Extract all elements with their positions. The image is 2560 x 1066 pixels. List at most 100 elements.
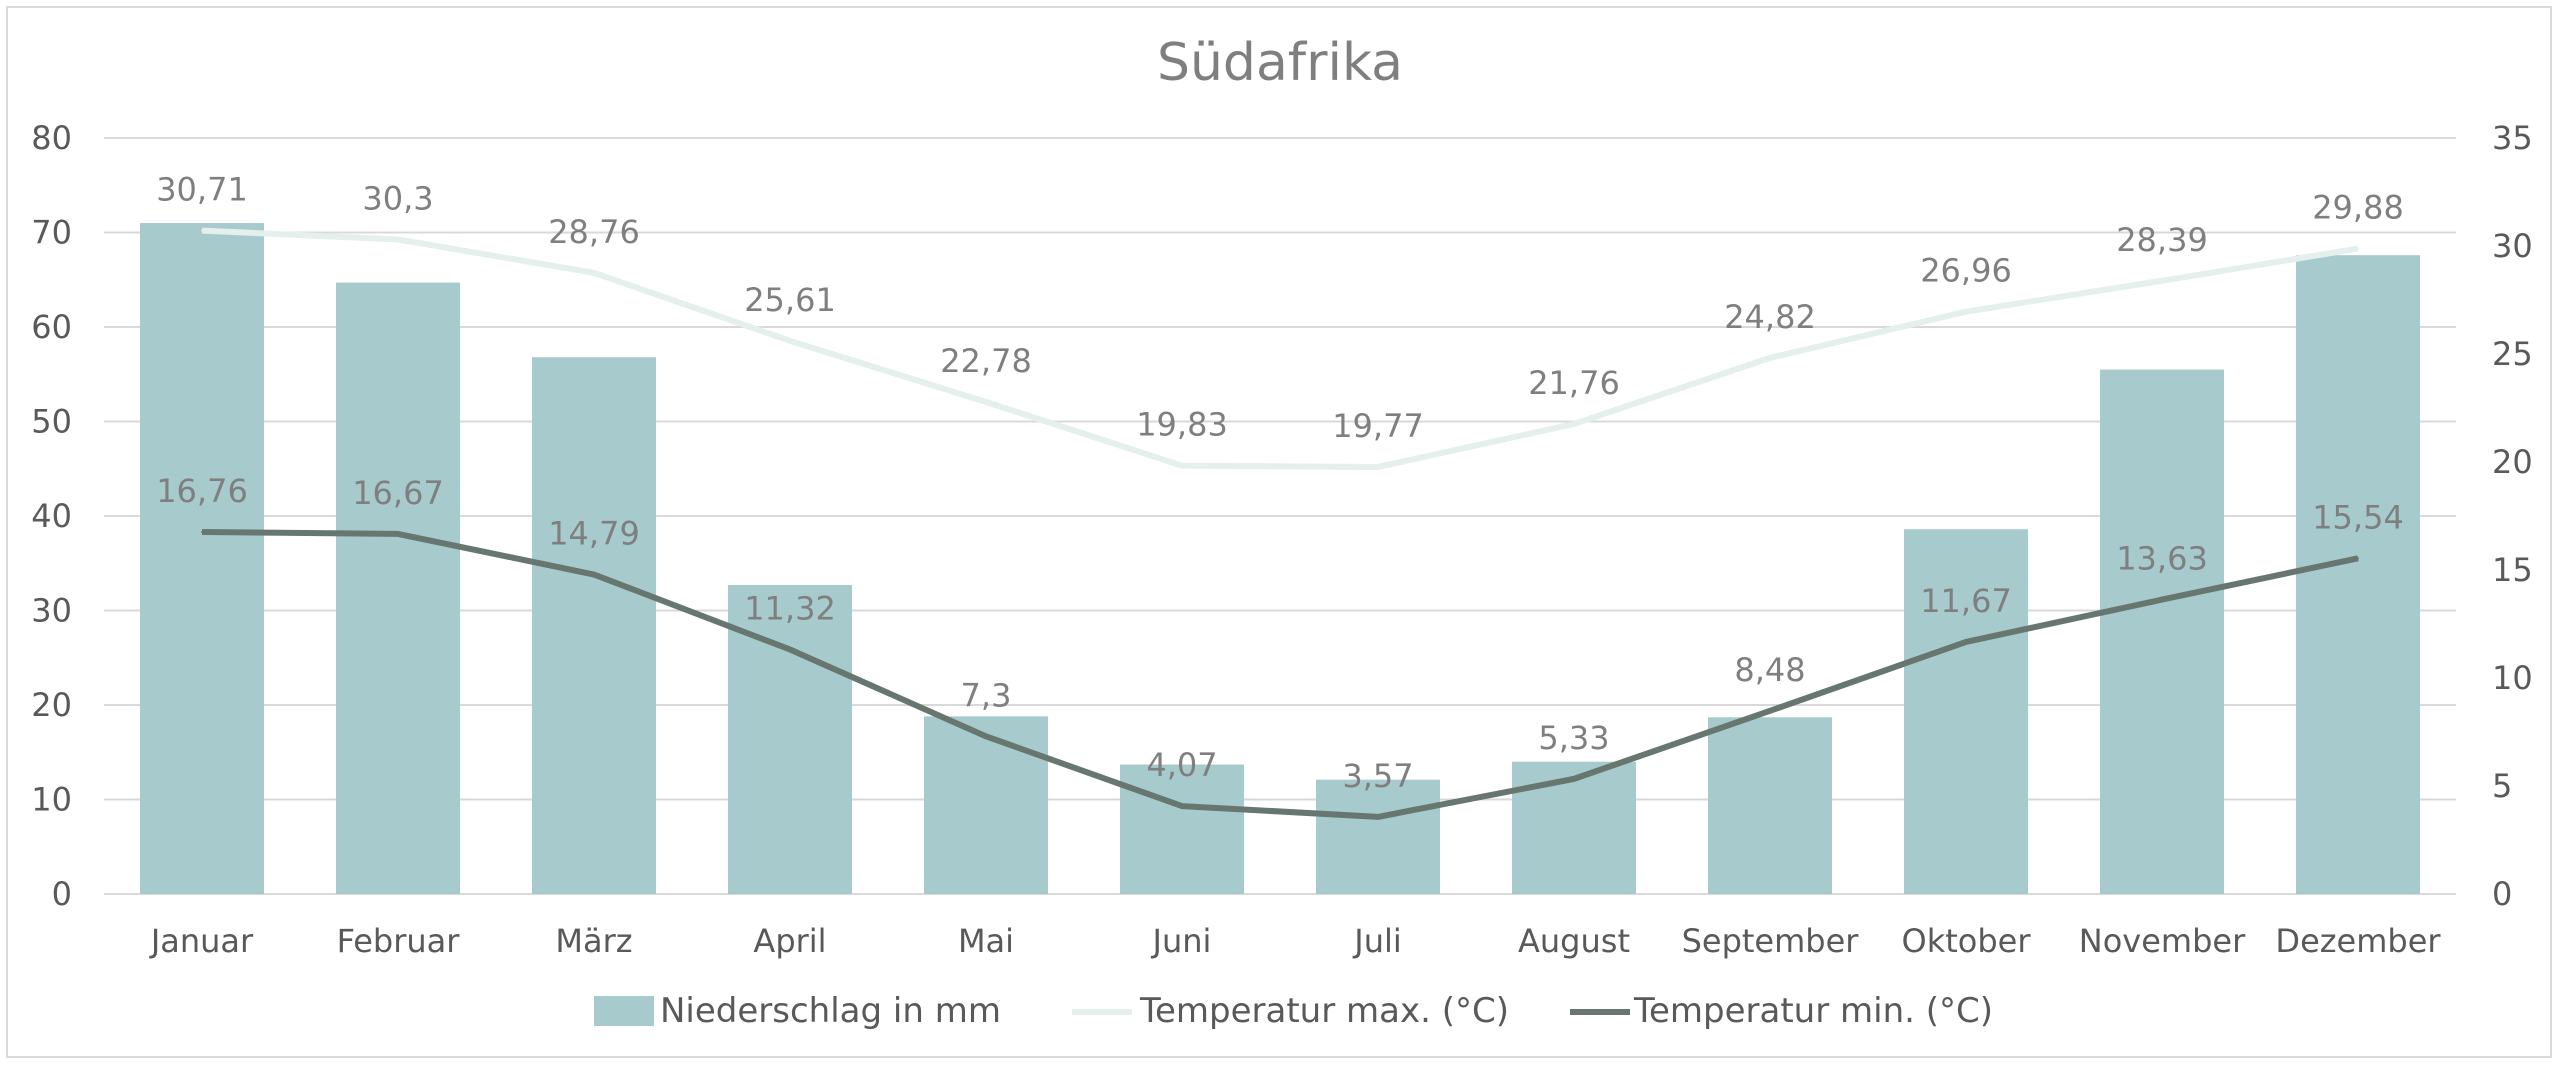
data-label: 28,76 [548, 213, 640, 251]
y-right-tick-label: 5 [2492, 767, 2512, 805]
axis-ticks: 0 10 20 30 40 50 60 70 80 0 5 10 15 20 25 30 35 Januar Feb… [31, 119, 2532, 960]
data-label: 14,79 [548, 515, 640, 553]
y-right-tick-label: 30 [2492, 227, 2533, 265]
y-left-tick-label: 70 [31, 214, 72, 252]
bar [1904, 529, 2028, 894]
data-label: 8,48 [1734, 651, 1805, 689]
data-label: 26,96 [1920, 252, 2012, 290]
x-tick-label: Oktober [1902, 922, 2032, 960]
temp-max-line [201, 227, 2359, 470]
legend-swatch-precipitation [594, 996, 654, 1026]
line-point [1965, 310, 1967, 313]
line-point [397, 238, 399, 241]
data-label: 3,57 [1342, 757, 1413, 795]
bar [1512, 761, 1636, 894]
y-left-tick-label: 50 [31, 403, 72, 441]
legend-label-temp-min: Temperatur min. (°C) [1633, 991, 1993, 1031]
data-label: 5,33 [1538, 719, 1609, 757]
bar [532, 357, 656, 894]
data-labels: 30,71 30,3 28,76 25,61 22,78 19,83 19,77 21,76 2… [156, 171, 2404, 795]
chart-title: Südafrika [1157, 33, 1403, 93]
data-label: 19,77 [1332, 407, 1424, 445]
line-point [2161, 279, 2163, 282]
line-point [201, 229, 203, 232]
line-point [789, 648, 791, 651]
line-point [593, 271, 595, 274]
data-label: 15,54 [2312, 498, 2404, 536]
line-point [1181, 464, 1183, 467]
temperature-lines [201, 227, 2359, 820]
line-point [985, 735, 987, 738]
x-tick-label: März [555, 922, 632, 960]
gridlines [104, 137, 2456, 895]
y-left-tick-label: 20 [31, 686, 72, 724]
data-label: 24,82 [1724, 298, 1816, 336]
data-label: 16,67 [352, 474, 444, 512]
bar [140, 223, 264, 895]
data-label: 30,71 [156, 171, 248, 209]
line-point [2357, 557, 2359, 560]
y-left-tick-label: 10 [31, 781, 72, 819]
y-right-tick-label: 25 [2492, 335, 2533, 373]
x-tick-label: Dezember [2275, 922, 2441, 960]
y-right-tick-label: 35 [2492, 119, 2533, 157]
data-label: 30,3 [362, 180, 433, 218]
temp-min-line [201, 528, 2359, 820]
data-label: 19,83 [1136, 406, 1228, 444]
line-point [2161, 598, 2163, 601]
data-label: 4,07 [1146, 746, 1217, 784]
line-point [1377, 815, 1379, 818]
data-label: 28,39 [2116, 221, 2208, 259]
data-label: 16,76 [156, 472, 248, 510]
line-point [1181, 805, 1183, 808]
line-point [789, 339, 791, 342]
bar [2296, 255, 2420, 894]
line-point [397, 532, 399, 535]
data-label: 11,67 [1920, 582, 2012, 620]
data-label: 7,3 [961, 676, 1012, 714]
data-label: 29,88 [2312, 189, 2404, 227]
precipitation-bars [140, 223, 2420, 895]
line-point [1573, 422, 1575, 425]
x-tick-label: November [2079, 922, 2246, 960]
y-right-tick-label: 0 [2492, 875, 2512, 913]
line-point [1377, 465, 1379, 468]
x-tick-label: Mai [958, 922, 1014, 960]
y-left-tick-label: 30 [31, 592, 72, 630]
data-label: 25,61 [744, 281, 836, 319]
data-label: 22,78 [940, 342, 1032, 380]
x-tick-label: September [1682, 922, 1860, 960]
bar [924, 716, 1048, 894]
line-point [1573, 777, 1575, 780]
bar [1316, 779, 1440, 894]
x-tick-label: Februar [337, 922, 461, 960]
x-tick-label: April [753, 922, 826, 960]
y-right-tick-label: 20 [2492, 443, 2533, 481]
x-tick-label: Juni [1151, 922, 1212, 960]
y-left-tick-label: 40 [31, 497, 72, 535]
x-tick-label: August [1518, 922, 1630, 960]
bar [2100, 369, 2224, 894]
y-left-tick-label: 80 [31, 119, 72, 157]
data-label: 11,32 [744, 589, 836, 627]
legend-label-precipitation: Niederschlag in mm [660, 991, 1001, 1031]
line-point [1769, 709, 1771, 712]
legend-label-temp-max: Temperatur max. (°C) [1139, 991, 1509, 1031]
line-point [985, 400, 987, 403]
line-point [1965, 640, 1967, 643]
y-right-tick-label: 10 [2492, 659, 2533, 697]
y-left-tick-label: 60 [31, 308, 72, 346]
line-point [2357, 247, 2359, 250]
line-point [201, 530, 203, 533]
data-label: 21,76 [1528, 364, 1620, 402]
y-left-tick-label: 0 [52, 875, 72, 913]
line-point [1769, 356, 1771, 359]
line-point [593, 573, 595, 576]
data-label: 13,63 [2116, 540, 2208, 578]
x-tick-label: Juli [1352, 922, 1402, 960]
x-tick-label: Januar [149, 922, 254, 960]
bar [336, 282, 460, 895]
y-right-tick-label: 15 [2492, 551, 2533, 589]
bar [1120, 764, 1244, 894]
